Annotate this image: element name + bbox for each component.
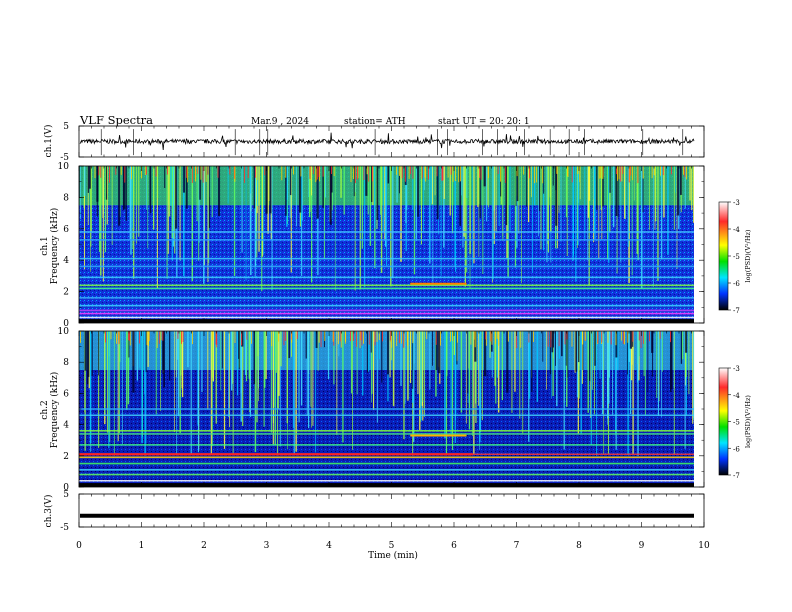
y-tick-label: 8 xyxy=(63,193,69,203)
x-axis-label: Time (min) xyxy=(368,550,418,561)
y-tick-label: 8 xyxy=(63,358,69,368)
colorbar-gradient xyxy=(718,201,729,311)
colorbar-tick-label: -7 xyxy=(733,307,740,315)
colorbar-gradient xyxy=(718,367,729,476)
ch2-spec-ylabel-line1: ch.2 xyxy=(40,400,50,419)
ch1-waveform-panel: 5 -5 xyxy=(60,122,705,163)
start-ut-label: start UT = 20: 20: 1 xyxy=(438,117,530,127)
y-tick-label: 6 xyxy=(63,225,69,235)
colorbar-label: log(PSD)(V²/Hz) xyxy=(744,229,752,282)
x-tick-labels: 0 1 2 3 4 5 6 7 8 9 10 xyxy=(76,541,710,551)
x-tick-label: 7 xyxy=(514,541,520,551)
y-tick-label: 2 xyxy=(63,288,69,298)
y-tick-label: 6 xyxy=(63,389,69,399)
y-tick-label: -5 xyxy=(60,153,69,163)
x-tick-label: 4 xyxy=(326,541,332,551)
y-tick-label: 10 xyxy=(58,162,70,172)
x-tick-label: 8 xyxy=(576,541,582,551)
station-label: station= ATH xyxy=(344,117,406,127)
ch3-waveform-panel: 5 -5 xyxy=(60,490,705,533)
colorbar-tick-label: -6 xyxy=(733,445,740,453)
x-tick-label: 0 xyxy=(76,541,82,551)
x-tick-label: 2 xyxy=(201,541,207,551)
figure-title: VLF Spectra xyxy=(79,113,153,127)
x-tick-label: 9 xyxy=(639,541,645,551)
colorbar-ch2: -3 -4 -5 -6 -7 log(PSD)(V²/Hz) xyxy=(718,365,752,480)
colorbar-tick-label: -7 xyxy=(733,472,740,480)
colorbar-tick-label: -4 xyxy=(733,226,740,234)
ch2-spec-ylabel-line2: Frequency (kHz) xyxy=(49,372,60,449)
colorbar-tick-label: -5 xyxy=(733,419,740,427)
y-tick-label: 0 xyxy=(63,319,69,329)
y-tick-label: 4 xyxy=(63,421,69,431)
y-tick-label: -5 xyxy=(60,523,69,533)
spectrogram-bottom-band xyxy=(79,319,694,323)
ch1-spectrogram-panel: 0 2 4 6 8 10 xyxy=(58,162,705,329)
x-tick-label: 10 xyxy=(698,541,710,551)
y-tick-label: 2 xyxy=(63,452,69,462)
colorbar-tick-label: -3 xyxy=(733,365,740,373)
colorbar-label: log(PSD)(V²/Hz) xyxy=(744,395,752,448)
y-tick-label: 5 xyxy=(63,122,69,132)
x-tick-label: 6 xyxy=(451,541,457,551)
x-tick-label: 5 xyxy=(389,541,395,551)
colorbar-tick-label: -3 xyxy=(733,199,740,207)
colorbar-ch1: -3 -4 -5 -6 -7 log(PSD)(V²/Hz) xyxy=(718,199,752,315)
spectrogram-bottom-band xyxy=(79,483,694,487)
ch2-spectrogram-panel: 0 2 4 6 8 10 xyxy=(58,327,705,493)
y-tick-label: 0 xyxy=(63,483,69,493)
y-tick-label: 5 xyxy=(63,490,69,500)
y-tick-label: 10 xyxy=(58,327,70,337)
ch1-signal-trace xyxy=(79,132,695,151)
ch1-wave-ylabel: ch.1(V) xyxy=(43,125,54,158)
x-tick-label: 3 xyxy=(264,541,270,551)
ch1-spec-ylabel-line1: ch.1 xyxy=(40,236,50,255)
colorbar-tick-label: -6 xyxy=(733,280,740,288)
colorbar-tick-label: -4 xyxy=(733,392,740,400)
y-tick-label: 4 xyxy=(63,256,69,266)
ch1-spec-ylabel-line2: Frequency (kHz) xyxy=(49,208,60,285)
x-tick-label: 1 xyxy=(139,541,145,551)
ch3-wave-ylabel: ch.3(V) xyxy=(43,495,54,528)
colorbar-tick-label: -5 xyxy=(733,253,740,261)
date-label: Mar.9 , 2024 xyxy=(251,117,309,127)
